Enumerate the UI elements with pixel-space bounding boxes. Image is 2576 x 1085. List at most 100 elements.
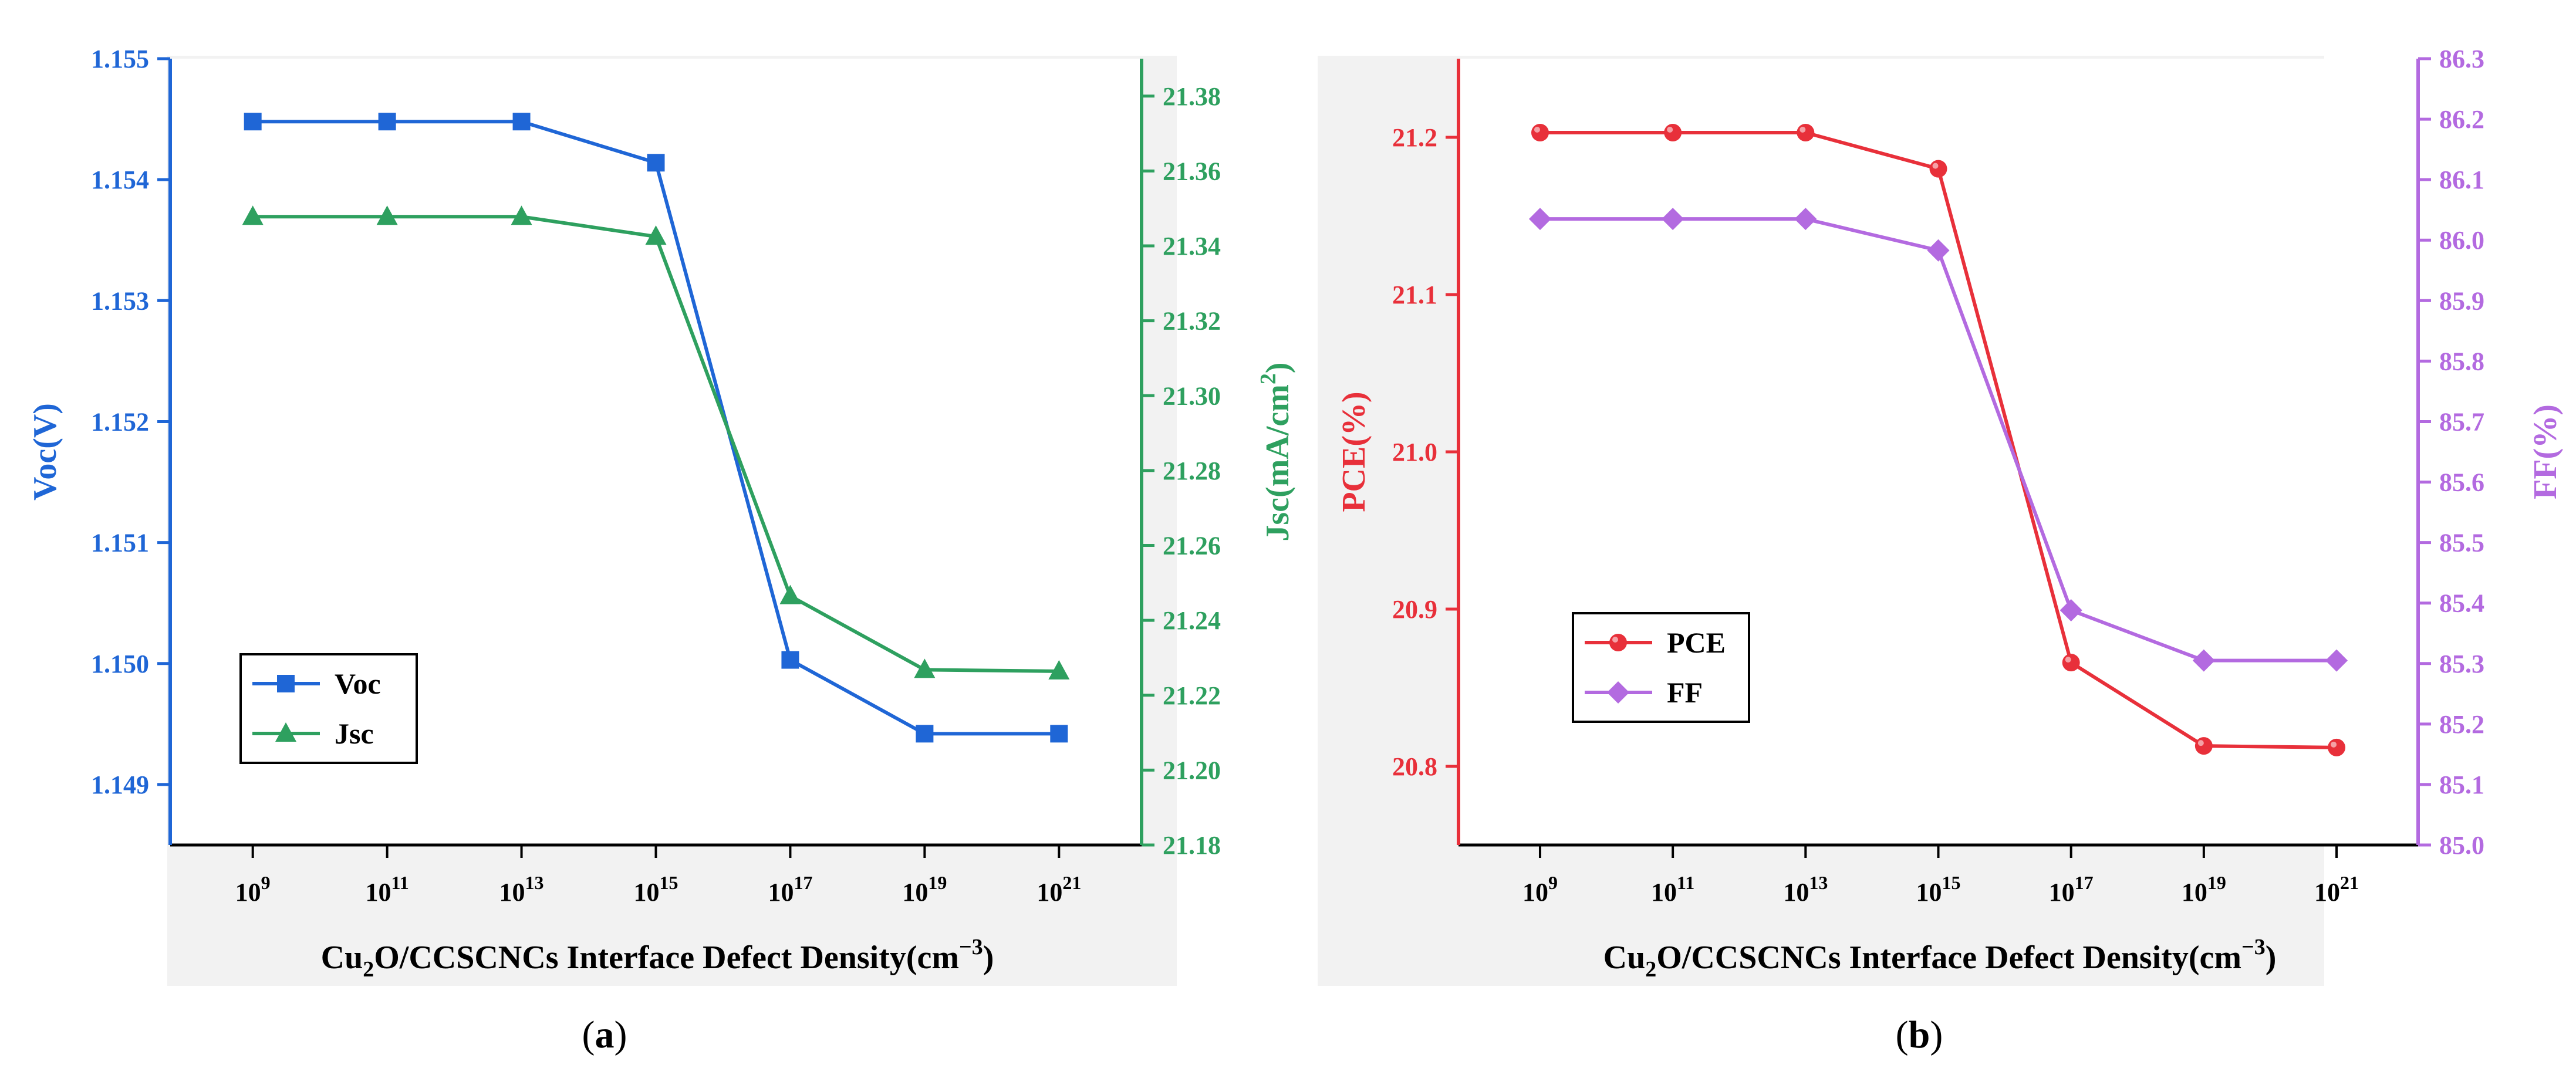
x-tick-base: 10: [1037, 878, 1062, 907]
x-tick-exponent: 13: [1809, 872, 1828, 893]
x-tick-label: 1017: [768, 872, 812, 907]
panel-caption: (b): [1896, 1013, 1943, 1056]
legend-label-ff: FF: [1667, 676, 1703, 709]
right-tick-label: 85.9: [2439, 286, 2484, 315]
data-point-pce-fill: [2328, 738, 2346, 756]
left-tick-label: 20.9: [1392, 595, 1437, 624]
x-tick-exponent: 9: [1548, 872, 1558, 893]
x-tick-exponent: 17: [2075, 872, 2094, 893]
left-tick-label: 1.152: [91, 407, 149, 436]
x-tick-base: 10: [2182, 878, 2207, 907]
x-tick-label: 1019: [2182, 872, 2226, 907]
x-tick-base: 10: [235, 878, 261, 907]
x-axis-title-part: Cu: [321, 939, 363, 976]
data-point-voc: [916, 725, 934, 743]
right-tick-label: 21.36: [1163, 157, 1221, 185]
right-tick-label: 85.4: [2439, 589, 2484, 618]
data-point-pce-highlight: [2197, 740, 2204, 746]
data-point-ff: [1927, 239, 1950, 262]
x-tick-base: 10: [499, 878, 525, 907]
right-tick-label: 85.2: [2439, 710, 2484, 739]
data-point-pce: [2062, 654, 2080, 672]
x-tick-label: 1015: [634, 872, 678, 907]
right-tick-label: 21.30: [1163, 381, 1221, 410]
data-point-ff: [1662, 208, 1684, 231]
legend-label-jsc: Jsc: [335, 717, 374, 750]
data-point-pce: [1797, 123, 1815, 141]
x-tick-exponent: 9: [261, 872, 271, 893]
right-tick-label: 85.7: [2439, 407, 2484, 436]
left-tick-label: 1.154: [91, 165, 149, 194]
data-point-ff: [2325, 649, 2348, 672]
x-tick-label: 1017: [2049, 872, 2094, 907]
legend: Voc Jsc: [239, 653, 418, 764]
x-tick-base: 10: [1522, 878, 1548, 907]
left-tick-label: 1.155: [91, 45, 149, 73]
data-point-jsc: [242, 205, 264, 225]
x-tick-base: 10: [768, 878, 794, 907]
right-tick-label: 85.8: [2439, 347, 2484, 376]
x-tick-label: 1013: [499, 872, 544, 907]
left-tick-label: 21.1: [1392, 280, 1437, 309]
data-point-voc: [244, 113, 262, 131]
right-axis-title: Jsc(mA/cm2): [1256, 362, 1296, 541]
series-jsc: [242, 205, 1070, 680]
data-point-voc: [378, 113, 396, 131]
data-point-voc: [781, 651, 799, 669]
x-axis-title-part: Cu: [1603, 939, 1646, 976]
x-tick-base: 10: [1651, 878, 1677, 907]
x-tick-label: 1021: [2314, 872, 2359, 907]
series-voc: [244, 113, 1068, 743]
data-point-pce-highlight: [1667, 126, 1673, 133]
left-axis-title: PCE(%): [1336, 391, 1372, 512]
left-tick-label: 1.153: [91, 286, 149, 315]
data-point-voc: [512, 113, 531, 131]
right-tick-label: 21.34: [1163, 232, 1221, 261]
x-tick-base: 10: [1783, 878, 1809, 907]
data-point-pce-highlight: [1800, 126, 1806, 133]
data-point-pce-fill: [2062, 654, 2080, 672]
x-tick-label: 109: [1522, 872, 1558, 907]
x-tick-base: 10: [634, 878, 660, 907]
x-axis-title-subscript: 2: [1645, 957, 1656, 982]
x-tick-label: 1011: [1651, 872, 1694, 907]
caption-letter: a: [595, 1013, 615, 1056]
data-point-ff: [1794, 208, 1817, 231]
x-axis-title-superscript: −3: [959, 935, 983, 959]
legend-marker-pce-fill: [1609, 634, 1627, 651]
right-axis-title-part: Jsc(mA/cm: [1260, 384, 1296, 541]
x-tick-exponent: 21: [2340, 872, 2359, 893]
right-tick-label: 21.20: [1163, 756, 1221, 785]
x-tick-exponent: 11: [1677, 872, 1694, 893]
data-point-pce-fill: [1797, 123, 1815, 141]
data-point-jsc: [914, 658, 936, 678]
x-tick-exponent: 19: [928, 872, 947, 893]
x-tick-label: 1021: [1037, 872, 1081, 907]
right-tick-label: 85.6: [2439, 468, 2484, 497]
right-axis-title: FF(%): [2527, 404, 2564, 499]
left-tick-label: 1.151: [91, 529, 149, 557]
right-tick-label: 21.22: [1163, 681, 1221, 710]
x-tick-label: 1019: [902, 872, 947, 907]
data-point-pce-fill: [1664, 123, 1682, 141]
data-point-jsc: [376, 205, 398, 225]
legend-label-pce: PCE: [1667, 626, 1726, 659]
right-tick-label: 86.2: [2439, 105, 2484, 134]
x-tick-label: 109: [235, 872, 271, 907]
right-tick-label: 85.1: [2439, 770, 2484, 799]
right-tick-label: 85.0: [2439, 831, 2484, 860]
x-tick-base: 10: [1916, 878, 1942, 907]
caption-paren: (: [582, 1013, 595, 1056]
caption-paren: (: [1896, 1013, 1909, 1056]
x-tick-base: 10: [2049, 878, 2075, 907]
x-tick-exponent: 15: [660, 872, 678, 893]
data-point-pce: [1664, 123, 1682, 141]
data-point-jsc: [511, 205, 532, 225]
data-point-pce-fill: [1929, 160, 1947, 178]
left-tick-label: 1.150: [91, 650, 149, 678]
legend-box: [1572, 612, 1750, 723]
right-tick-label: 21.38: [1163, 82, 1221, 111]
legend-label-voc: Voc: [335, 667, 381, 700]
x-axis-title: Cu2O/CCSCNCs Interface Defect Density(cm…: [1603, 935, 2277, 982]
